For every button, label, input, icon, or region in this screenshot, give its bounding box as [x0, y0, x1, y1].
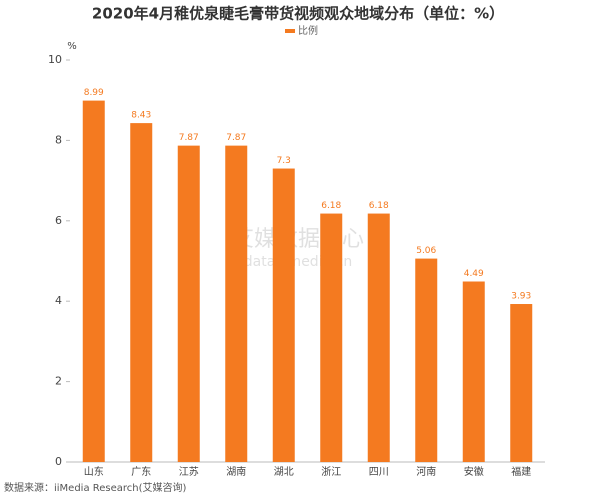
y-tick-label: 0: [55, 455, 62, 468]
data-label: 5.06: [416, 246, 436, 256]
y-tick-label: 8: [55, 133, 62, 146]
x-tick-label: 浙江: [321, 466, 341, 478]
bar: [415, 258, 438, 462]
data-label: 7.3: [277, 156, 291, 166]
data-label: 7.87: [179, 133, 199, 143]
x-tick-label: 山东: [84, 465, 104, 478]
x-tick-label: 河南: [416, 465, 436, 478]
y-tick-label: 6: [55, 214, 62, 227]
x-tick-label: 湖南: [226, 465, 246, 478]
x-tick-label: 广东: [131, 465, 151, 478]
bar: [225, 145, 248, 462]
legend-swatch: [285, 29, 295, 33]
watermark: 艾媒数据中心: [232, 227, 364, 252]
bar: [320, 213, 343, 462]
x-tick-label: 安徽: [464, 465, 484, 478]
bar: [462, 281, 485, 462]
x-tick-label: 江苏: [179, 465, 199, 478]
data-label: 8.99: [84, 88, 104, 98]
x-tick-label: 福建: [511, 465, 531, 478]
x-tick-label: 四川: [369, 467, 389, 478]
data-label: 7.87: [226, 133, 246, 143]
source: 数据来源：iiMedia Research(艾媒咨询): [4, 481, 187, 494]
data-label: 6.18: [369, 201, 389, 211]
y-tick-label: 4: [55, 294, 62, 307]
data-label: 6.18: [321, 201, 341, 211]
chart-title: 2020年4月稚优泉睫毛膏带货视频观众地域分布（单位：%）: [92, 5, 504, 23]
bar: [130, 123, 153, 462]
y-unit: %: [67, 41, 77, 52]
bar: [177, 145, 200, 462]
bar: [510, 304, 533, 462]
data-label: 4.49: [464, 269, 484, 279]
x-tick-label: 湖北: [274, 466, 294, 478]
bar: [82, 100, 105, 463]
data-label: 8.43: [131, 111, 151, 121]
y-tick-label: 2: [55, 375, 62, 388]
data-label: 3.93: [511, 292, 531, 302]
bar: [367, 213, 390, 462]
legend-label: 比例: [298, 24, 318, 37]
bar: [272, 168, 295, 463]
y-tick-label: 10: [48, 53, 62, 66]
